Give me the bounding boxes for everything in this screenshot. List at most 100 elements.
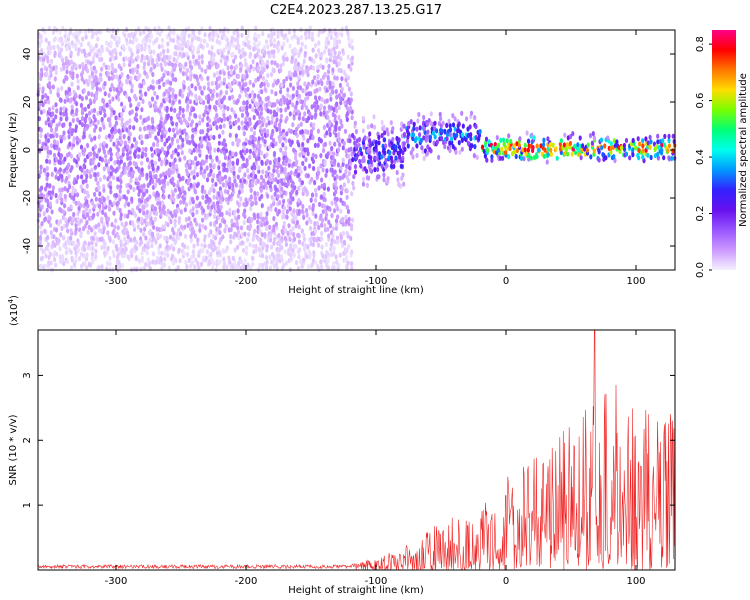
spectrogram-cell: [54, 64, 58, 70]
spectrogram-cell: [412, 125, 416, 132]
spectrogram-cell: [218, 170, 222, 176]
spectrogram-cell: [347, 216, 351, 222]
spectrogram-cell: [128, 59, 132, 65]
spectrogram-cell: [263, 62, 267, 68]
spectrogram-cell: [457, 121, 461, 127]
spectrogram-cell: [329, 167, 333, 173]
spectrogram-cell: [145, 133, 150, 140]
spectrogram-cell: [175, 58, 179, 64]
spectrogram-cell: [148, 260, 152, 266]
spectrogram-cell: [192, 174, 196, 180]
spectrogram-cell: [671, 148, 675, 154]
spectrogram-cell: [277, 160, 281, 166]
spectrogram-cell: [174, 93, 178, 100]
spectrogram-cell: [295, 89, 299, 95]
spectrogram-cell: [59, 153, 64, 159]
spectrogram-cell: [102, 85, 106, 91]
spectrogram-cell: [275, 257, 279, 263]
spectrogram-cell: [219, 124, 223, 130]
spectrogram-cell: [256, 143, 260, 149]
spectrogram-cell: [245, 148, 249, 154]
spectrogram-cell: [56, 44, 60, 50]
spectrogram-cell: [369, 155, 373, 161]
spectrogram-cell: [134, 112, 138, 118]
spectrogram-cell: [232, 70, 236, 76]
spectrogram-x-tick-label: -200: [235, 276, 258, 287]
spectrogram-cell: [257, 136, 261, 142]
spectrogram-cell: [75, 135, 79, 142]
spectrogram-cell: [329, 92, 333, 98]
spectrogram-cell: [171, 227, 175, 233]
spectrogram-cell: [99, 142, 103, 148]
spectrogram-cell: [238, 166, 242, 172]
spectrogram-cell: [370, 123, 374, 129]
spectrogram-cell: [285, 97, 289, 104]
spectrogram-cell: [343, 128, 348, 134]
spectrogram-cell: [286, 87, 290, 93]
spectrogram-cell: [302, 214, 306, 220]
spectrogram-cell: [149, 33, 154, 39]
spectrogram-cell: [314, 187, 318, 193]
spectrogram-cell: [45, 207, 49, 213]
spectrogram-cell: [108, 121, 112, 127]
spectrogram-cell: [495, 135, 499, 141]
spectrogram-cell: [298, 85, 303, 91]
spectrogram-cell: [236, 117, 241, 123]
spectrogram-cell: [134, 212, 138, 218]
spectrogram-cell: [248, 154, 252, 160]
spectrogram-cell: [330, 200, 334, 206]
spectrogram-cell: [173, 133, 177, 139]
spectrogram-cell: [237, 73, 241, 79]
spectrogram-cell: [100, 116, 104, 122]
spectrogram-cell: [162, 178, 166, 184]
spectrogram-cell: [372, 124, 377, 130]
spectrogram-cell: [74, 42, 78, 48]
spectrogram-cell: [125, 230, 130, 236]
spectrogram-cell: [191, 196, 195, 203]
spectrogram-cell: [394, 144, 398, 150]
spectrogram-cell: [348, 43, 352, 49]
spectrogram-cell: [194, 85, 198, 91]
spectrogram-cell: [344, 214, 348, 220]
spectrogram-cell: [170, 137, 175, 143]
spectrogram-cell: [315, 87, 319, 93]
spectrogram-cell: [93, 164, 98, 170]
spectrogram-cell: [78, 94, 82, 100]
spectrogram-cell: [46, 117, 51, 123]
spectrogram-cell: [297, 93, 302, 99]
snr-y-tick-label: 2: [22, 437, 33, 443]
spectrogram-cell: [90, 91, 94, 97]
spectrogram-cell: [91, 30, 95, 37]
spectrogram-cell: [590, 140, 595, 146]
spectrogram-cell: [284, 145, 288, 151]
spectrogram-cell: [281, 61, 285, 67]
spectrogram-cell: [151, 220, 155, 226]
spectrogram-cell: [140, 167, 144, 173]
spectrogram-cell: [164, 88, 168, 94]
spectrogram-cell: [294, 58, 298, 64]
spectrogram-cell: [667, 137, 671, 144]
spectrogram-cell: [63, 33, 67, 39]
spectrogram-cell: [373, 167, 377, 173]
spectrogram-cell: [48, 149, 53, 156]
spectrogram-cell: [251, 82, 256, 88]
spectrogram-cell: [453, 116, 457, 122]
spectrogram-cell: [135, 266, 139, 272]
spectrogram-cell: [94, 241, 98, 247]
spectrogram-cell: [128, 118, 132, 124]
spectrogram-cell: [318, 201, 322, 207]
spectrogram-cell: [304, 207, 309, 214]
spectrogram-cell: [346, 75, 351, 81]
spectrogram-cell: [168, 161, 172, 167]
spectrogram-cell: [656, 151, 660, 157]
spectrogram-cell: [46, 45, 50, 51]
spectrogram-cell: [601, 152, 605, 158]
spectrogram-cell: [577, 147, 581, 153]
spectrogram-cell: [177, 41, 181, 47]
spectrogram-cell: [94, 176, 98, 182]
spectrogram-cell: [285, 209, 289, 215]
spectrogram-cell: [389, 163, 393, 169]
spectrogram-cell: [120, 221, 124, 227]
spectrogram-cell: [196, 81, 200, 87]
spectrogram-cell: [109, 147, 113, 153]
